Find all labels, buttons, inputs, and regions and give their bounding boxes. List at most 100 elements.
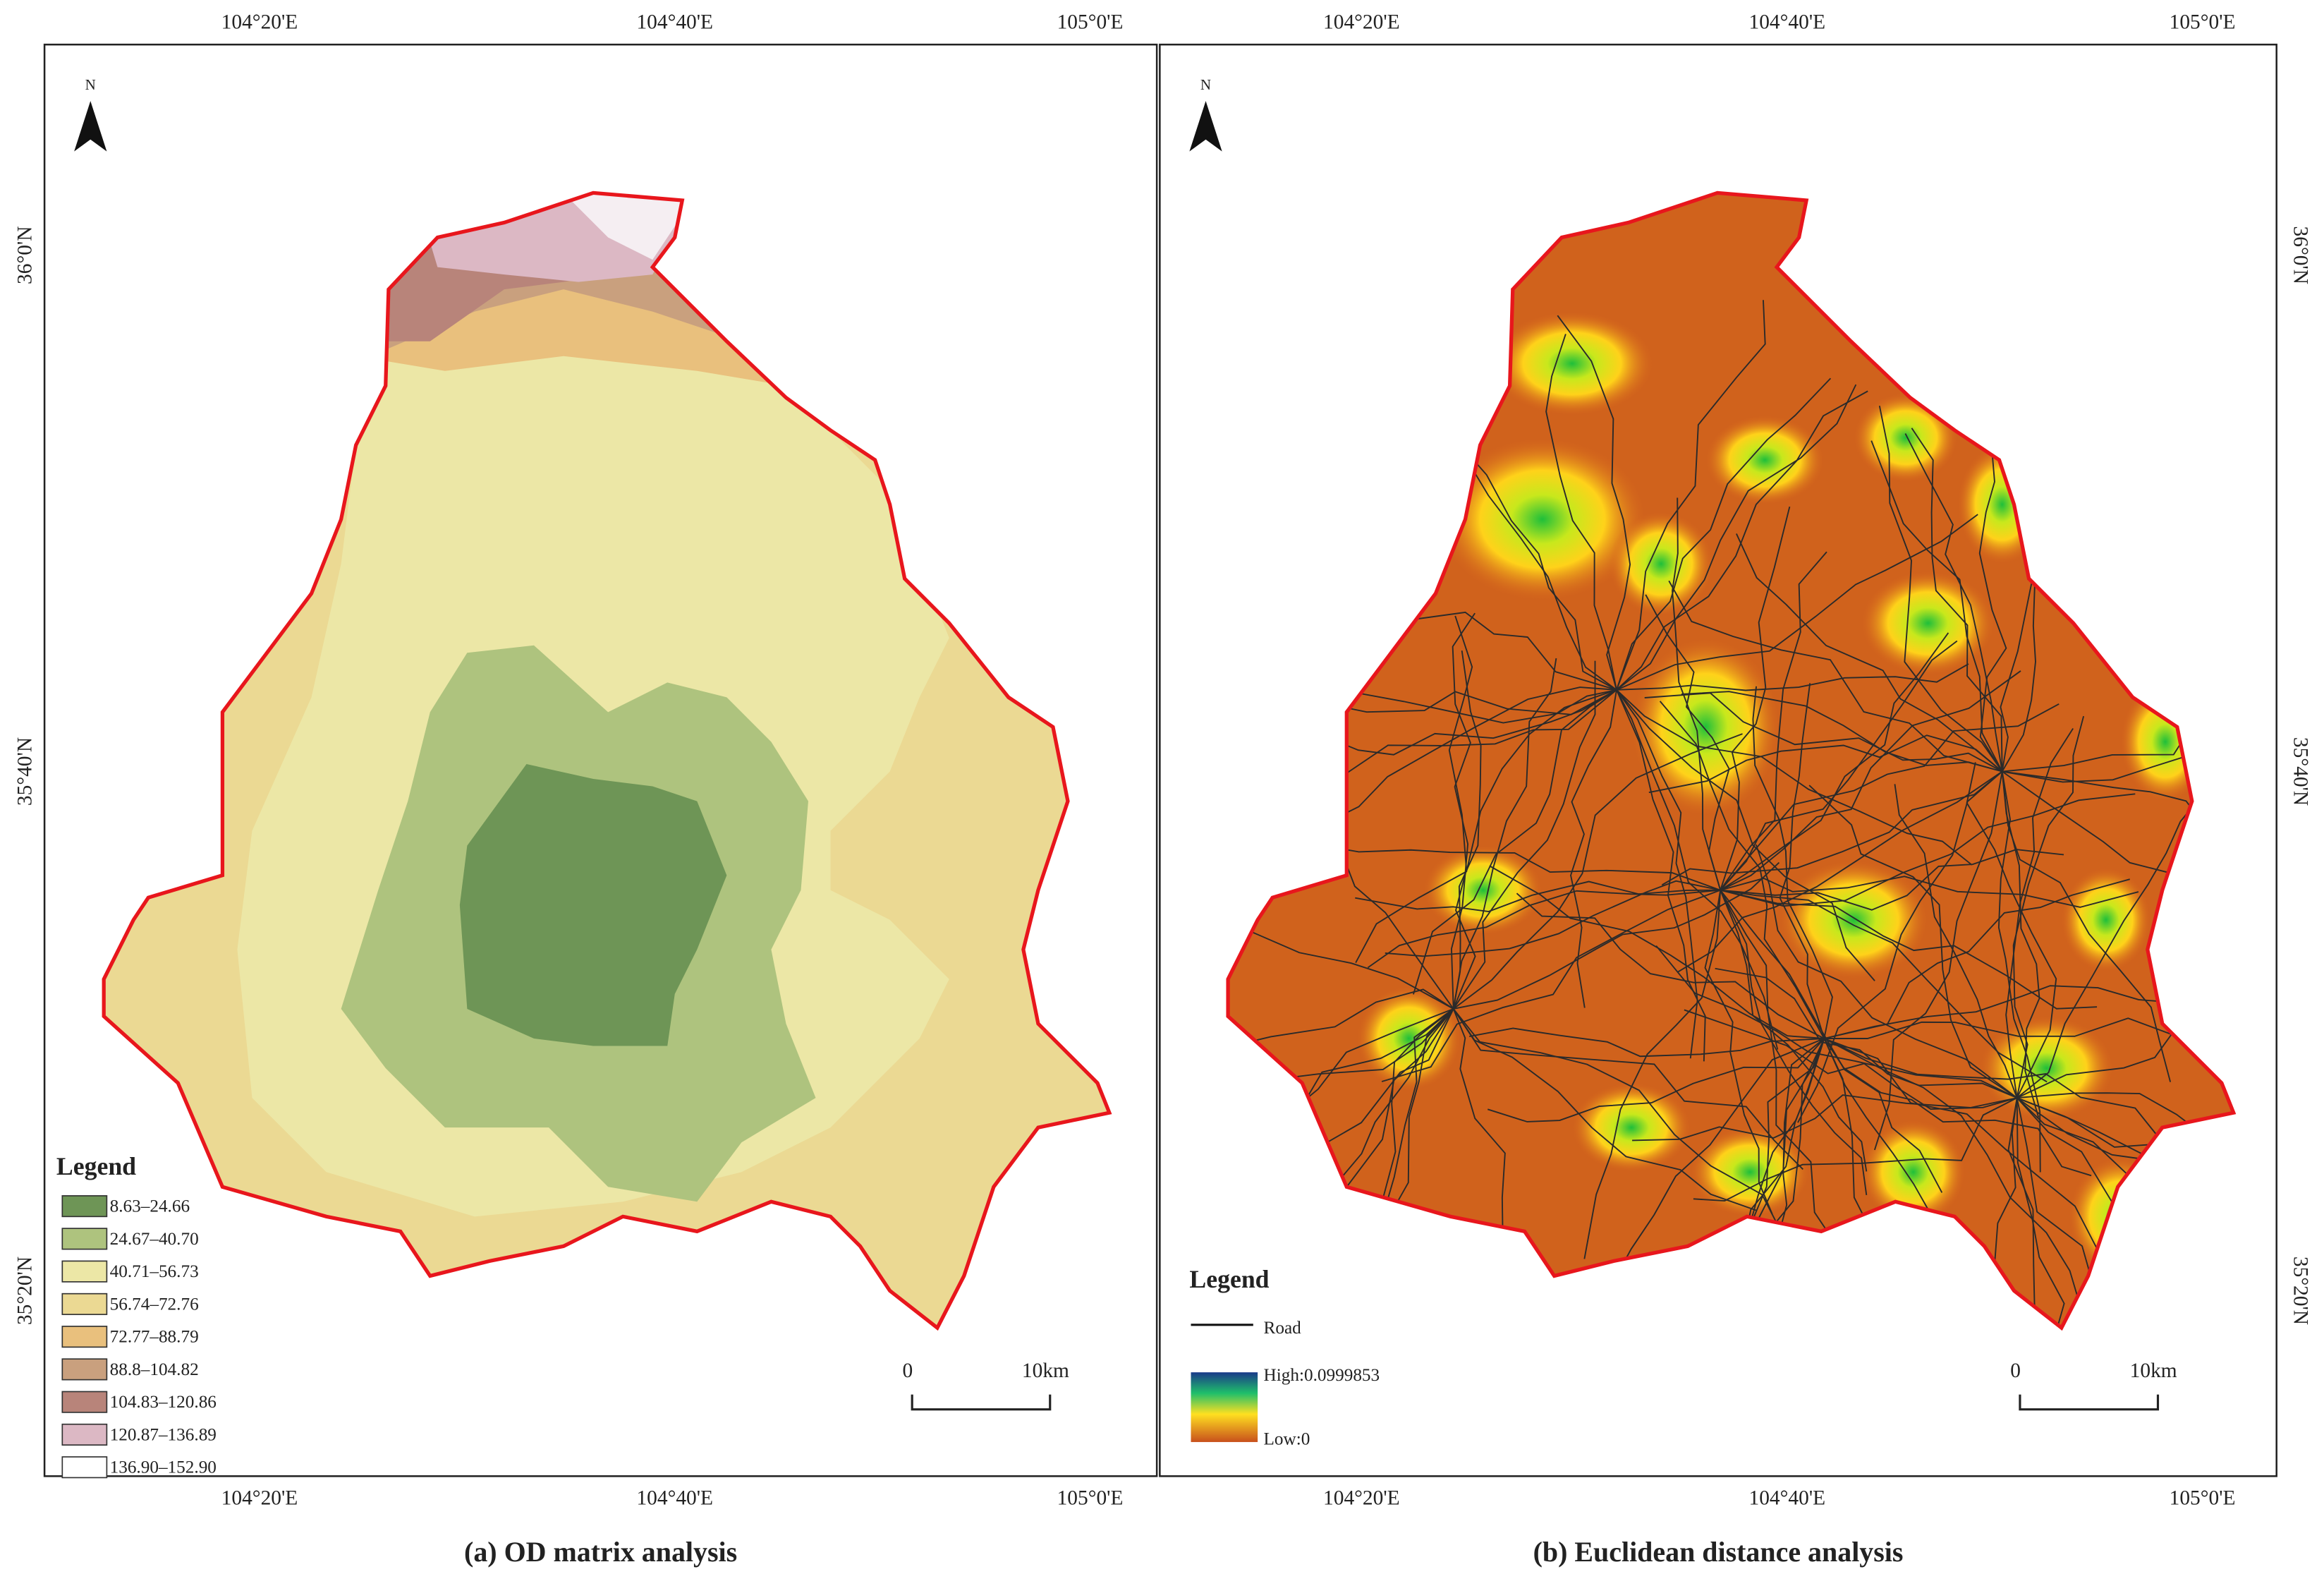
road [2016,1092,2234,1225]
road [1452,660,1596,1010]
hotspot [1779,860,1928,979]
road [1453,733,1743,1010]
hotspot [1705,415,1825,505]
road [1779,683,1825,1039]
north-label: N [1200,76,1211,93]
road [1677,770,2003,974]
legend-label: 120.87–136.89 [110,1425,217,1444]
north-arrow [1189,101,1222,152]
road [1367,889,1721,969]
road [1448,615,1476,1010]
road [1966,762,2057,1098]
road [1736,533,2003,773]
legend-label: 104.83–120.86 [110,1393,217,1412]
legend-label: Low:0 [1264,1430,1310,1449]
road [1616,390,1868,691]
legend-label: 56.74–72.76 [110,1295,199,1314]
road [1755,844,2018,1098]
road [1894,784,2018,1098]
lon-label: 104°20'E [221,11,298,33]
hotspot [1957,444,2047,564]
road [1616,663,1969,691]
road [1672,497,1722,890]
lon-label: 104°20'E [1323,1487,1400,1510]
road [1720,703,2060,891]
road [1616,377,1832,691]
legend-swatch [61,1358,108,1381]
legend-label: Road [1264,1319,1302,1338]
lon-label: 105°0'E [2170,1487,2236,1510]
distance-map [1228,193,2234,1328]
road [1616,689,1973,866]
road [1878,405,2003,773]
road [1644,692,2003,773]
road [1315,843,1721,891]
road [1684,1009,2017,1110]
road [1451,612,1476,1009]
road [1489,865,1825,1039]
legend-swatch [61,1391,108,1413]
road [1823,1038,2087,1326]
road [1720,551,1827,891]
scale-label: 0 [903,1360,913,1382]
panel-frame [1159,43,2277,1477]
legend-title: Legend [1189,1265,1269,1293]
road [1720,890,1868,1195]
lat-label: 35°40'N [14,737,37,806]
road [1752,686,1833,1039]
lat-label: 35°20'N [14,1257,37,1325]
road [1355,689,1617,963]
road [1381,889,1721,1082]
lon-label: 104°20'E [221,1487,298,1510]
scale-bar [911,1394,1052,1411]
scale-label: 10km [1022,1360,1069,1382]
road [1616,689,1875,981]
hotspot [1854,393,1958,483]
road [1715,967,2018,1098]
road [1385,880,1721,957]
legend-label: High:0.0999853 [1264,1366,1380,1385]
road [2005,728,2074,1098]
road [1824,985,2170,1039]
hotspot [1631,638,1780,816]
legend-label: 72.77–88.79 [110,1328,199,1347]
legend-title: Legend [56,1152,136,1180]
caption: (b) Euclidean distance analysis [1533,1536,1904,1568]
road [1452,1008,1785,1237]
lat-label: 35°40'N [2289,737,2312,806]
road [1720,890,1943,1193]
scale-label: 10km [2130,1360,2177,1382]
road [1469,1027,1825,1058]
legend-swatch [61,1260,108,1283]
road [1824,1038,2134,1276]
lon-label: 104°40'E [636,1487,713,1510]
road [1720,890,1868,1172]
road [2007,1097,2040,1328]
scale-label: 0 [2010,1360,2021,1382]
road [1997,771,2041,1173]
legend-label: 40.71–56.73 [110,1262,199,1281]
legend-swatch [61,1456,108,1479]
road [1645,594,1730,890]
road [1681,691,2002,773]
road [1616,689,1779,1050]
road [1720,632,1949,891]
hotspot [1571,1083,1691,1173]
lat-label: 35°20'N [2289,1257,2312,1325]
panel-frame [43,43,1158,1477]
legend-swatch [61,1293,108,1315]
road [1228,988,1454,1091]
road [1648,734,2003,794]
legend-swatch [61,1228,108,1250]
road [2001,771,2172,1082]
road [1545,334,1617,691]
legend-label: 88.8–104.82 [110,1360,199,1379]
road [1720,506,1791,891]
road [1720,876,2139,908]
hotspot [1691,1127,1810,1217]
road [2016,777,2217,1098]
lat-label: 36°0'N [14,226,37,284]
hotspot [1609,511,1713,616]
lon-label: 104°20'E [1323,11,1400,33]
road [1904,433,2003,772]
